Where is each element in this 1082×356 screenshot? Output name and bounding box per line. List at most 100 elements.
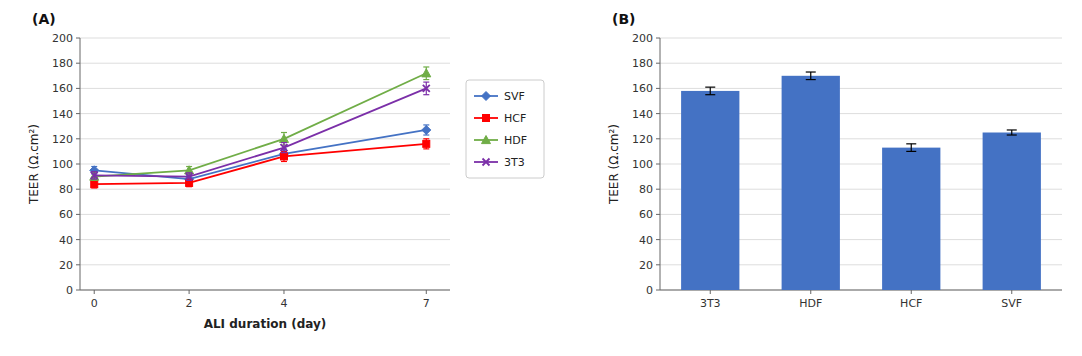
error-bar xyxy=(806,72,816,80)
y-tick xyxy=(76,189,80,190)
x-tick xyxy=(94,290,95,294)
legend-marker xyxy=(483,115,490,122)
panel-label: (A) xyxy=(32,11,56,27)
y-tick xyxy=(656,189,660,190)
y-axis-line xyxy=(80,38,81,290)
error-cap xyxy=(423,66,429,67)
y-tick xyxy=(656,138,660,139)
y-tick xyxy=(76,138,80,139)
error-stem xyxy=(710,87,711,95)
y-tick xyxy=(656,113,660,114)
grid-line xyxy=(80,164,450,165)
error-cap xyxy=(281,152,287,153)
error-cap xyxy=(1007,129,1017,130)
series-line xyxy=(94,73,426,176)
error-bar xyxy=(91,180,97,188)
y-tick-label: 200 xyxy=(52,32,73,45)
point-marker xyxy=(280,144,287,151)
y-tick-label: 60 xyxy=(59,208,73,221)
background xyxy=(0,0,1082,356)
error-bar xyxy=(423,82,429,95)
legend-marker xyxy=(483,159,490,166)
error-cap xyxy=(906,151,916,152)
point-marker xyxy=(91,172,98,179)
error-cap xyxy=(423,138,429,139)
error-stem xyxy=(810,72,811,80)
point-marker xyxy=(91,181,98,188)
grid-line xyxy=(660,88,1062,89)
error-cap xyxy=(423,94,429,95)
error-bar xyxy=(906,144,916,152)
error-bar xyxy=(281,143,287,153)
bar-panel: 020406080100120140160180200TEER (Ω.cm²)(… xyxy=(607,11,1062,310)
x-tick-label: SVF xyxy=(1001,297,1022,310)
error-bar xyxy=(705,87,715,95)
y-tick-label: 80 xyxy=(639,183,653,196)
bar xyxy=(983,133,1041,291)
y-tick xyxy=(76,239,80,240)
line-panel: 020406080100120140160180200TEER (Ω.cm²)(… xyxy=(27,11,544,331)
y-tick-label: 40 xyxy=(639,234,653,247)
series xyxy=(91,82,430,180)
y-tick-label: 60 xyxy=(639,208,653,221)
y-tick-label: 0 xyxy=(66,284,73,297)
error-cap xyxy=(423,148,429,149)
grid-line xyxy=(80,264,450,265)
y-tick xyxy=(76,38,80,39)
x-tick xyxy=(426,290,427,294)
x-tick xyxy=(911,290,912,294)
point-marker xyxy=(423,85,430,92)
grid-line xyxy=(80,214,450,215)
legend-label: HCF xyxy=(504,112,526,125)
error-bar xyxy=(281,151,287,161)
figure: 020406080100120140160180200TEER (Ω.cm²)(… xyxy=(0,0,1082,356)
point-marker xyxy=(423,140,430,147)
y-tick-label: 20 xyxy=(59,259,73,272)
error-cap xyxy=(906,143,916,144)
legend-marker xyxy=(482,92,491,101)
bar xyxy=(882,148,940,290)
series-line xyxy=(94,88,426,176)
y-tick xyxy=(656,88,660,89)
y-tick-label: 160 xyxy=(632,82,653,95)
y-tick-label: 200 xyxy=(632,32,653,45)
x-tick-label: 7 xyxy=(423,297,430,310)
error-cap xyxy=(806,79,816,80)
y-tick-label: 180 xyxy=(632,57,653,70)
point-marker xyxy=(422,125,431,134)
error-cap xyxy=(705,94,715,95)
point-marker xyxy=(280,153,287,160)
error-cap xyxy=(705,87,715,88)
x-tick xyxy=(283,290,284,294)
y-tick xyxy=(656,239,660,240)
legend-label: 3T3 xyxy=(504,156,525,169)
y-axis-label: TEER (Ω.cm²) xyxy=(607,124,621,205)
y-tick xyxy=(656,264,660,265)
y-tick-label: 0 xyxy=(646,284,653,297)
y-tick-label: 140 xyxy=(52,108,73,121)
y-tick-label: 180 xyxy=(52,57,73,70)
y-tick xyxy=(76,113,80,114)
y-tick xyxy=(76,88,80,89)
x-tick-label: 3T3 xyxy=(700,297,721,310)
grid-line xyxy=(80,290,450,291)
legend-label: HDF xyxy=(504,134,527,147)
y-tick xyxy=(76,214,80,215)
y-tick xyxy=(76,290,80,291)
x-tick xyxy=(1011,290,1012,294)
y-tick xyxy=(656,63,660,64)
y-tick-label: 100 xyxy=(632,158,653,171)
panel-label: (B) xyxy=(612,11,635,27)
error-cap xyxy=(281,161,287,162)
error-cap xyxy=(423,81,429,82)
legend: SVFHCFHDF3T3 xyxy=(466,80,544,178)
error-cap xyxy=(1007,134,1017,135)
x-tick-label: HCF xyxy=(900,297,922,310)
point-marker xyxy=(186,179,193,186)
y-tick xyxy=(656,38,660,39)
legend-frame xyxy=(466,80,544,178)
y-axis-label: TEER (Ω.cm²) xyxy=(27,124,41,205)
legend-marker xyxy=(482,136,491,144)
plot-area xyxy=(90,67,431,188)
x-tick-label: HDF xyxy=(799,297,822,310)
